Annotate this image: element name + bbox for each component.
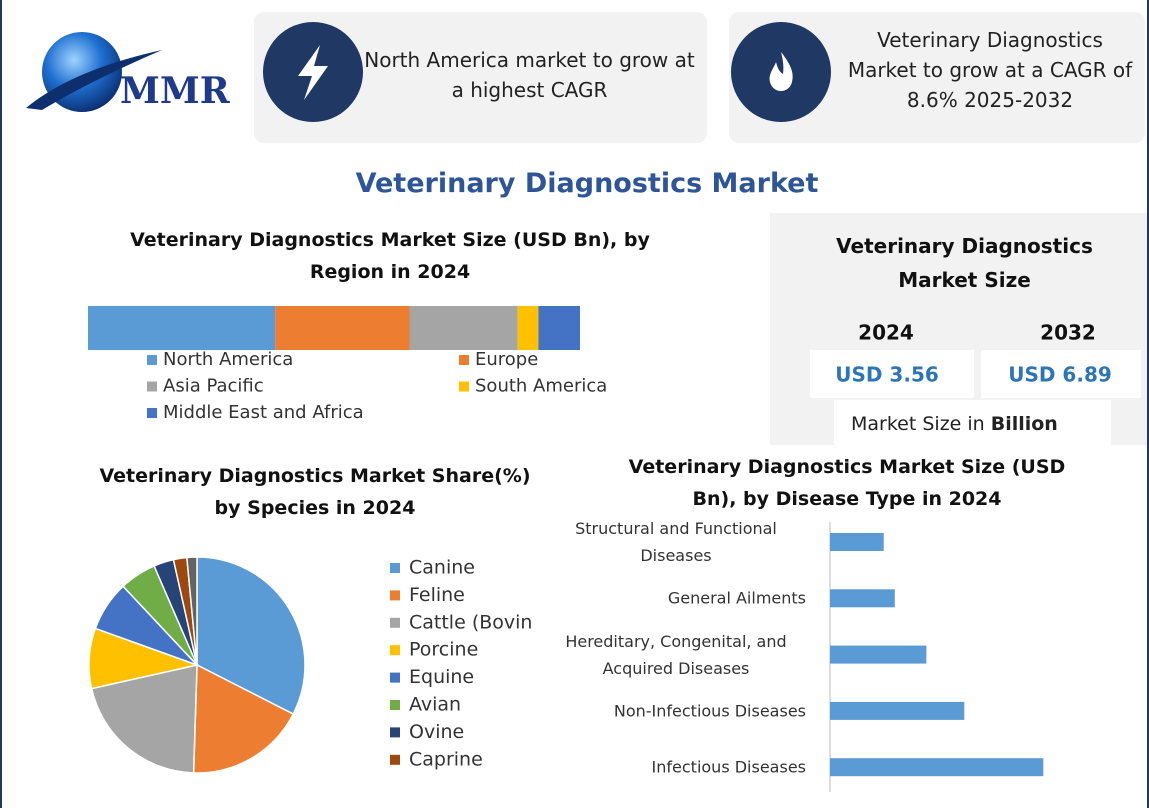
legend-label: North America [163, 349, 293, 370]
legend-label: Equine [409, 666, 474, 688]
year-label: 2024 [858, 321, 914, 345]
legend-label: Cattle (Bovin [409, 611, 532, 633]
bar [830, 758, 1044, 777]
logo-text: MMR [120, 70, 231, 112]
category-text: Infectious Diseases [651, 757, 806, 777]
chart-title: Veterinary Diagnostics Market Share(%) b… [99, 465, 531, 519]
legend-label: Canine [409, 557, 475, 579]
bar [830, 533, 884, 551]
legend-label: Asia Pacific [163, 376, 264, 397]
category-label: Non-Infectious Diseases [546, 697, 806, 724]
header-box [254, 12, 707, 143]
page-title: Veterinary Diagnostics Market [355, 168, 819, 199]
bar-segment [517, 306, 539, 350]
category-text: Structural and Functional Diseases [575, 519, 777, 565]
category-text: General Ailments [667, 588, 806, 608]
value-box [810, 350, 974, 398]
size-title: Veterinary Diagnostics Market Size [836, 234, 1093, 292]
year-label: 2032 [1040, 321, 1096, 345]
category-label: Infectious Diseases [546, 754, 806, 781]
header-text: North America market to grow at a highes… [364, 48, 695, 102]
bar [830, 589, 895, 608]
legend-label: Middle East and Africa [163, 402, 364, 423]
legend-swatch [147, 408, 157, 418]
value-box [981, 350, 1141, 398]
logo-swoosh [26, 50, 162, 110]
flame-icon [769, 52, 793, 91]
size-note: Market Size in Billion [851, 413, 1058, 435]
legend-swatch [390, 700, 400, 710]
header-text: Veterinary Diagnostics Market to grow at… [847, 28, 1133, 112]
pie-slice [90, 664, 198, 774]
bar-segment [538, 306, 580, 350]
legend-label: Europe [475, 349, 538, 370]
legend-swatch [459, 355, 469, 365]
legend-swatch [147, 381, 157, 392]
legend-swatch [390, 563, 400, 573]
pie-slice [196, 556, 306, 716]
size-value: USD 6.89 [1008, 363, 1112, 387]
icon-circle [731, 22, 831, 122]
legend-label: Ovine [409, 721, 464, 743]
legend-label: Feline [409, 584, 465, 606]
legend-swatch [390, 617, 400, 628]
bar-segment [88, 306, 276, 350]
pie-slice [186, 556, 198, 666]
category-label: Structural and Functional Diseases [546, 515, 806, 569]
pie-slice [192, 663, 295, 774]
category-label: General Ailments [546, 585, 806, 612]
chart-title: Veterinary Diagnostics Market Size (USD … [628, 456, 1066, 510]
bar-segment [409, 306, 518, 350]
category-text: Non-Infectious Diseases [613, 701, 806, 721]
legend-swatch [390, 672, 400, 683]
legend-swatch [390, 727, 400, 738]
category-label: Hereditary, Congenital, and Acquired Dis… [546, 628, 806, 682]
legend-label: Avian [409, 694, 461, 716]
note-box [834, 400, 1111, 445]
bar [830, 701, 965, 720]
chart-title: Veterinary Diagnostics Market Size (USD … [130, 229, 650, 283]
note-unit: Billion [991, 413, 1058, 435]
legend-swatch [147, 355, 157, 365]
header-box [729, 12, 1145, 143]
category-text: Hereditary, Congenital, and Acquired Dis… [565, 631, 787, 678]
bolt-icon [298, 45, 328, 100]
legend-label: Caprine [409, 748, 483, 770]
legend-label: Porcine [409, 639, 478, 661]
size-value: USD 3.56 [835, 363, 939, 387]
legend-swatch [390, 754, 400, 765]
legend-swatch [390, 590, 400, 601]
legend-swatch [390, 645, 400, 656]
bar [830, 645, 927, 664]
bar-segment [275, 306, 410, 350]
note-prefix: Market Size in [851, 413, 985, 435]
legend-swatch [459, 381, 469, 392]
legend-label: South America [475, 376, 607, 397]
